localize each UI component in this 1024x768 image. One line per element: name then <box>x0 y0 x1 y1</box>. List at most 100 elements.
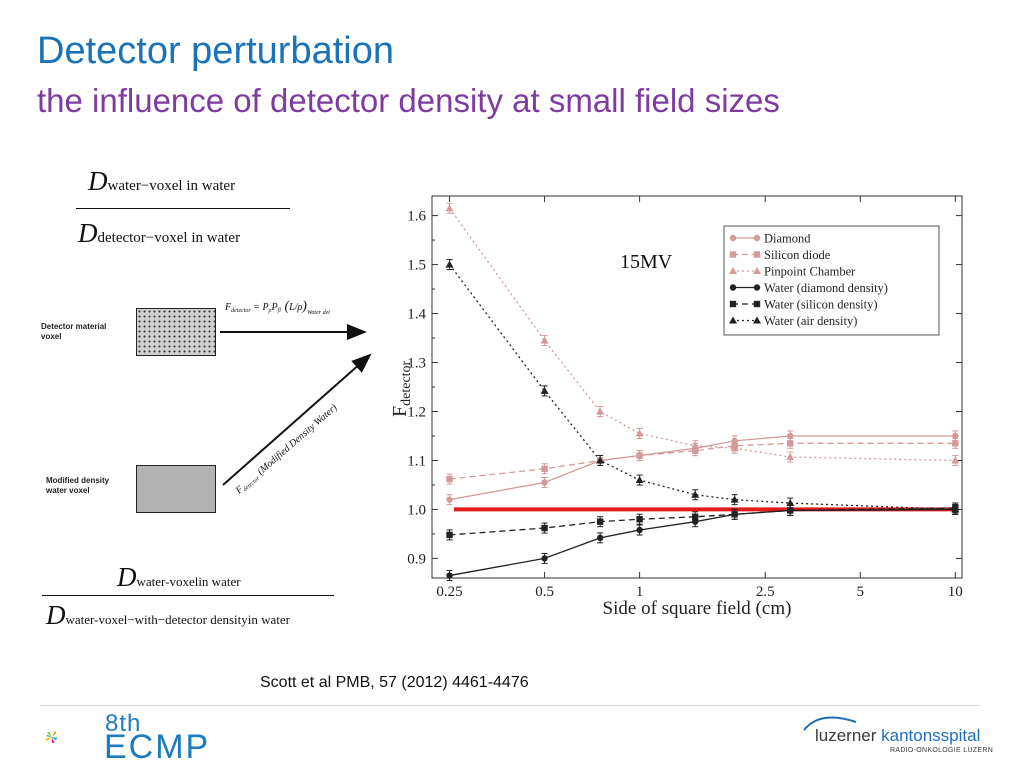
detector-voxel-box <box>136 308 216 356</box>
series-line-2 <box>448 207 956 462</box>
y-tick-label: 1.0 <box>407 502 426 518</box>
slide-title: Detector perturbation <box>37 30 394 72</box>
data-point <box>787 507 794 514</box>
y-tick-label: 0.9 <box>407 551 426 567</box>
formula-lower: Fdetector(Modified Density Water) <box>233 402 341 498</box>
citation: Scott et al PMB, 57 (2012) 4461-4476 <box>260 674 529 691</box>
data-point <box>445 260 454 268</box>
conf-edition: 8th <box>105 710 142 737</box>
legend-marker <box>753 284 761 291</box>
formula-upper: Fdetector = PρPfl (L/ρ)Water det <box>224 299 330 316</box>
x-tick-label: 1 <box>636 584 644 600</box>
data-point <box>787 432 794 440</box>
legend-marker <box>729 234 737 242</box>
legend-marker <box>753 234 761 242</box>
data-point <box>636 516 643 523</box>
x-tick-label: 2.5 <box>756 584 775 600</box>
legend-marker <box>753 316 761 324</box>
formula-top-den-d: D <box>78 218 98 248</box>
formula-bottom-num-d: D <box>117 562 137 592</box>
x-tick-label: 0.25 <box>436 584 462 600</box>
legend-label: Diamond <box>764 232 811 246</box>
data-point <box>446 572 453 579</box>
hospital-department: RADIO-ONKOLOGIE LUZERN <box>890 747 994 754</box>
data-point <box>541 479 548 486</box>
footer-divider <box>40 705 980 706</box>
data-point <box>730 495 739 503</box>
legend-marker <box>729 300 737 308</box>
chart: 0.9 1.0 1.1 1.2 1.3 1.4 1.5 1.6 0.25 0.5 1 2.5 5 10 Si… <box>384 182 974 627</box>
slide-subtitle: the influence of detector density at sma… <box>37 82 780 119</box>
legend-marker <box>753 251 761 258</box>
data-point <box>446 531 453 539</box>
data-point <box>596 518 604 525</box>
x-tick-label: 10 <box>948 584 963 600</box>
data-point <box>952 440 959 447</box>
data-point <box>786 499 795 507</box>
arrow-diagonal <box>222 353 372 486</box>
x-tick-label: 0.5 <box>535 584 554 600</box>
formula-bottom-num-sub: water-voxelin water <box>136 574 241 589</box>
legend-box <box>723 225 940 336</box>
y-tick-label: 1.6 <box>407 209 426 225</box>
data-point <box>691 513 699 520</box>
data-point <box>596 407 605 415</box>
series-line-4 <box>449 507 956 536</box>
series-line-1 <box>449 442 956 480</box>
formula-top-num-d: D <box>88 166 108 196</box>
legend-label: Water (air density) <box>764 314 857 328</box>
y-tick-label: 1.3 <box>407 356 426 372</box>
y-axis-label: Fdetector <box>389 360 414 417</box>
data-point <box>540 336 549 344</box>
energy-label: 15MV <box>620 251 673 273</box>
data-point <box>730 444 739 452</box>
data-point <box>596 456 605 464</box>
legend-label: Water (diamond density) <box>764 281 888 295</box>
data-point <box>636 526 643 534</box>
hospital-logo-icon <box>803 716 857 731</box>
ecmp-logo-icon <box>46 731 58 743</box>
data-point <box>691 490 700 498</box>
data-point <box>951 456 960 464</box>
legend-marker <box>753 300 761 308</box>
data-point <box>596 534 604 542</box>
diagram-arrows: Fdetector = PρPfl (L/ρ)Water det Fdetect… <box>220 299 372 498</box>
formula-bottom: Dwater-voxelin water Dwater-voxel−with−d… <box>42 562 342 642</box>
data-point <box>951 505 960 513</box>
legend-marker <box>729 251 737 258</box>
data-point <box>635 476 644 484</box>
y-axis-label-group: Fdetector <box>389 360 414 417</box>
data-point <box>636 452 643 459</box>
data-point <box>541 555 548 562</box>
data-point <box>446 475 453 483</box>
data-point <box>731 511 738 518</box>
x-tick-label: 5 <box>857 584 865 600</box>
x-axis-label: Side of square field (cm) <box>603 598 792 619</box>
formula-bottom-bar <box>42 595 334 596</box>
y-tick-label: 1.1 <box>407 453 426 469</box>
formula-bottom-den-sub: water-voxel−with−detector densityin wate… <box>65 612 291 627</box>
y-tick-label: 1.4 <box>407 307 426 323</box>
legend-label: Silicon diode <box>764 248 831 262</box>
hospital-name: luzerner kantonsspital <box>815 726 981 745</box>
formula-bottom-den-d: D <box>46 600 66 630</box>
formula-top-den-sub: detector−voxel in water <box>97 230 241 246</box>
data-point <box>952 432 959 440</box>
data-point <box>540 386 549 394</box>
label-water-voxel: Modified density water voxel <box>46 476 110 495</box>
series-line-0 <box>449 435 956 501</box>
y-tick-label: 1.5 <box>407 258 426 274</box>
formula-top-bar <box>76 208 290 209</box>
label-detector-voxel: Detector material voxel <box>41 322 107 341</box>
legend-marker <box>753 267 761 274</box>
formula-top: Dwater−voxel in water Ddetector−voxel in… <box>76 166 296 256</box>
data-point <box>787 440 794 447</box>
data-point <box>786 453 795 461</box>
legend-label: Pinpoint Chamber <box>764 265 856 279</box>
legend-marker <box>729 267 737 274</box>
legend-marker <box>729 316 737 324</box>
data-point <box>635 429 644 437</box>
data-point <box>541 465 548 472</box>
legend-label: Water (silicon density) <box>764 298 878 312</box>
data-point <box>691 441 700 449</box>
